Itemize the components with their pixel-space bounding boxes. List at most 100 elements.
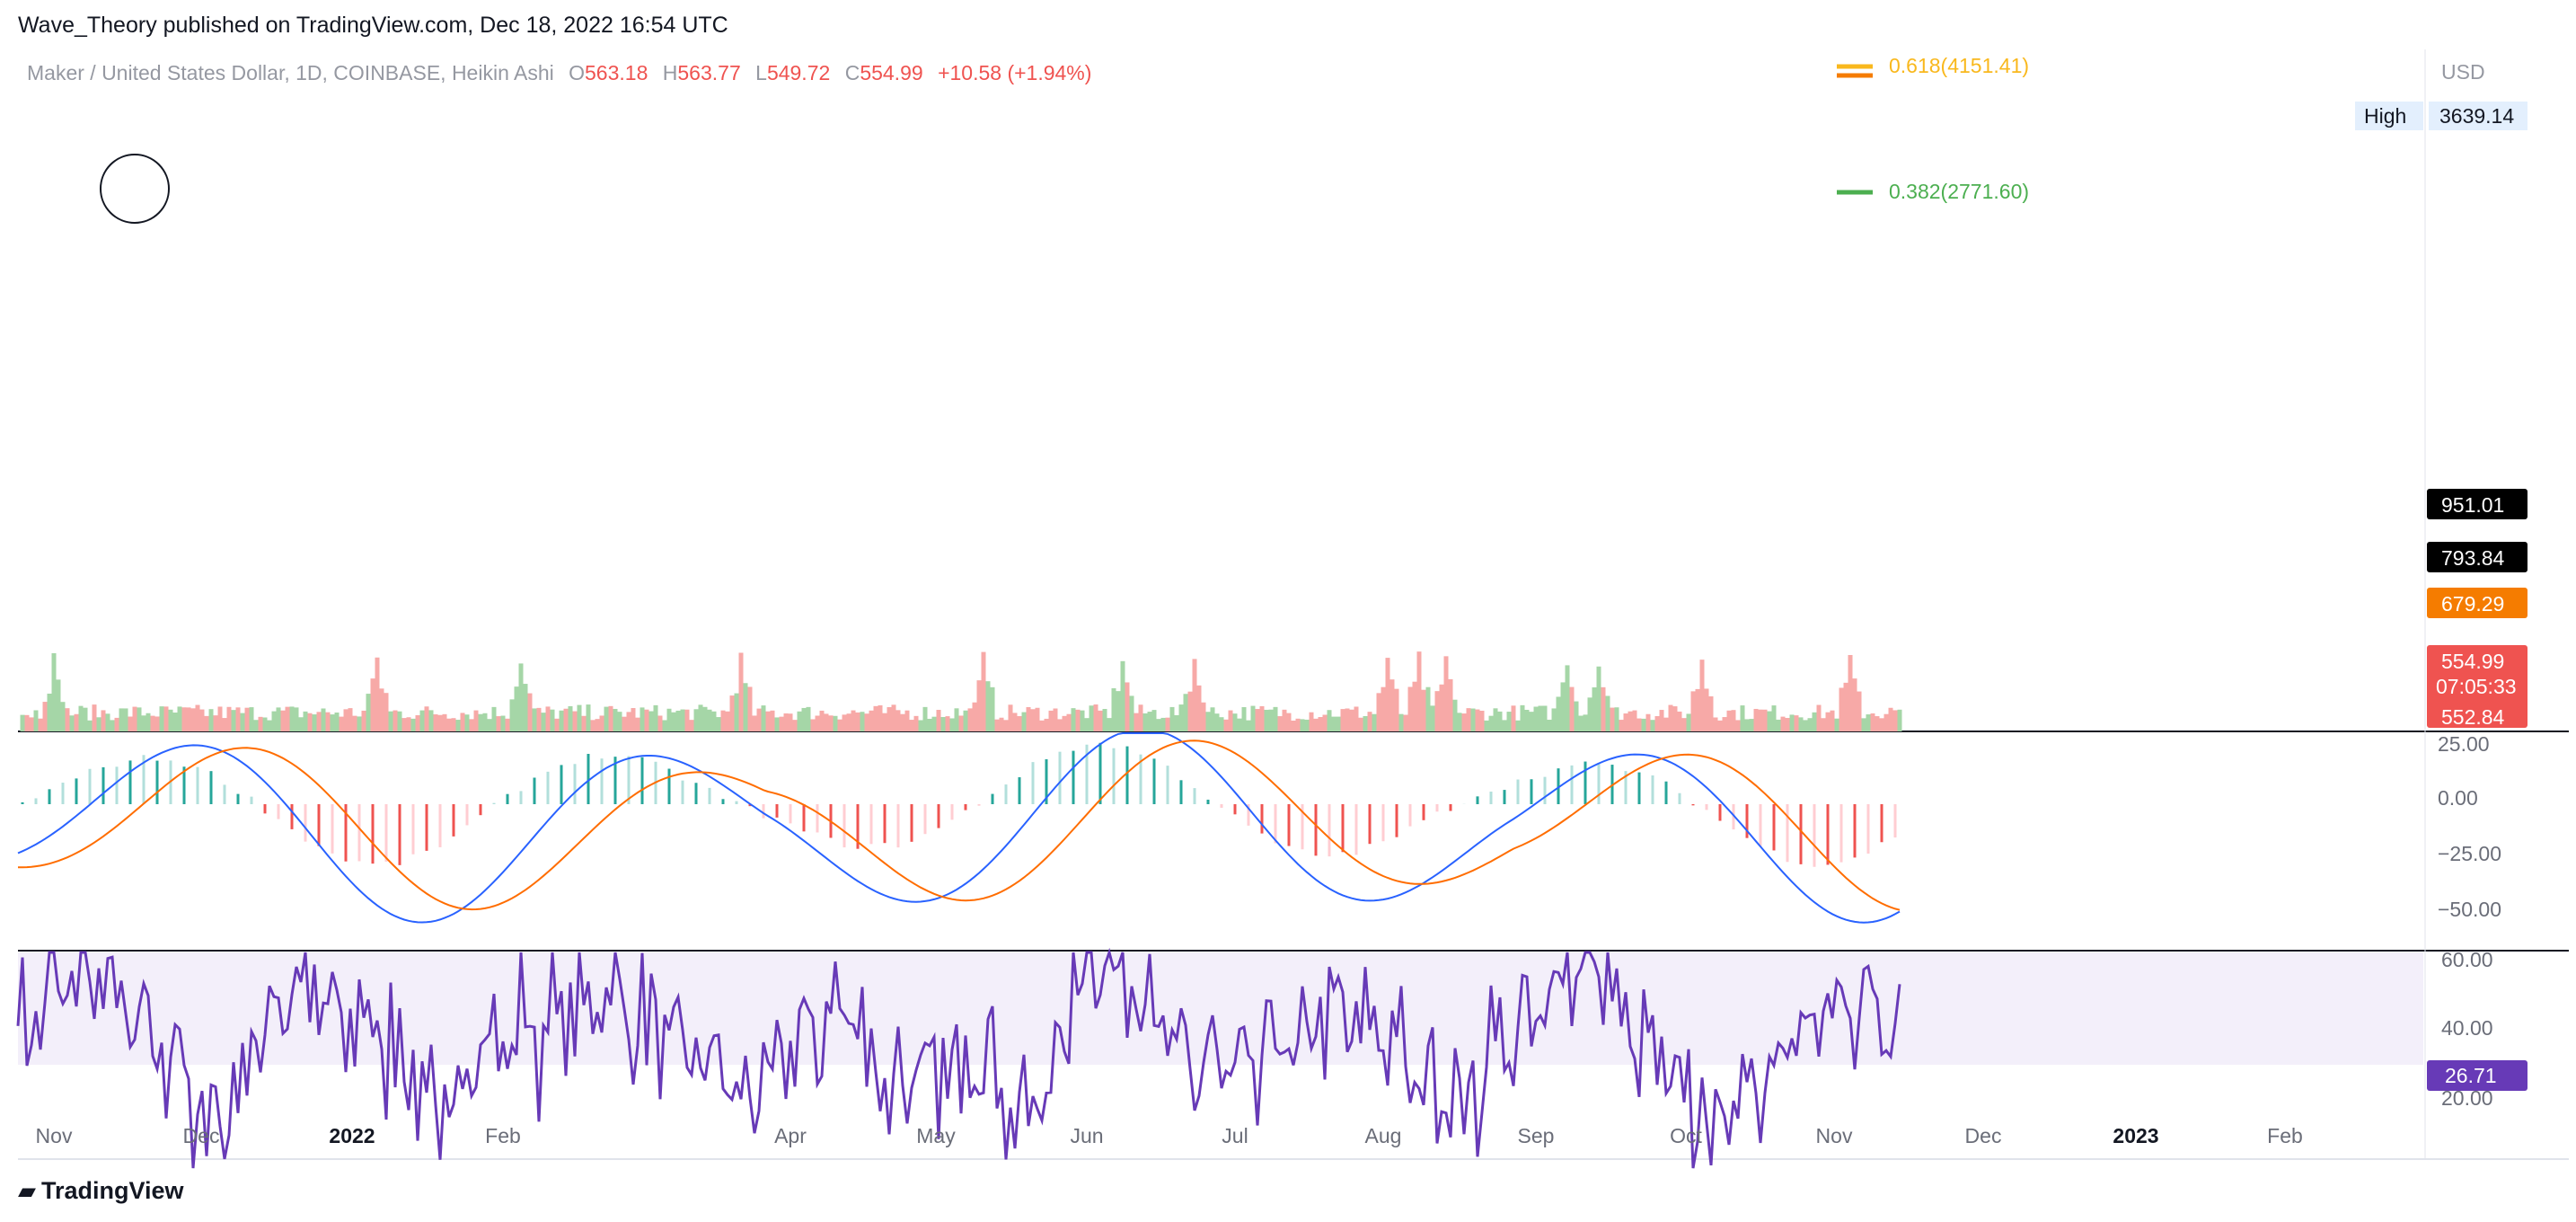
volume-bar [1807,718,1813,731]
volume-bar [1407,686,1413,731]
time-tick-label: Jun [1070,1124,1103,1147]
macd-histogram-bar [1166,766,1169,804]
macd-histogram-bar [1045,759,1048,804]
volume-bar [1080,710,1085,731]
volume-bar [806,706,811,731]
volume-bar [1780,716,1786,731]
volume-bar [1897,709,1902,731]
volume-bar [1776,719,1781,731]
volume-bar [1300,719,1305,731]
resistance-badge: 793.84 [2441,546,2505,570]
volume-bar [810,719,816,731]
volume-bar [725,711,730,731]
volume-bar [1569,686,1575,731]
volume-bar [1677,711,1682,731]
volume-bar [990,686,995,731]
volume-bar [635,717,640,731]
volume-bar [792,720,798,731]
volume-bar [1628,711,1633,731]
macd-tick-label: 0.00 [2438,786,2478,810]
volume-bar [1524,709,1530,731]
tradingview-brand[interactable]: ▰ TradingView [18,1177,184,1205]
volume-bar [83,707,88,731]
volume-bar [1017,716,1022,731]
volume-bar [1632,710,1637,731]
volume-bar [397,711,402,731]
volume-bar [1385,658,1390,731]
volume-bar [1439,684,1444,731]
volume-bar [927,718,932,731]
macd-histogram-bar [816,804,819,833]
macd-histogram-bar [1274,804,1277,844]
volume-bar [931,716,937,731]
volume-bar [1062,715,1067,731]
volume-bar [1488,715,1494,731]
volume-bar [1178,704,1184,731]
volume-bar [608,705,613,731]
volume-bar [141,715,146,731]
volume-bar [1861,718,1866,731]
volume-bar [671,712,676,731]
rsi-band [18,952,2423,1065]
macd-histogram-bar [748,804,752,807]
volume-bar [833,715,838,731]
volume-bar [464,714,470,731]
rsi-badge: 26.71 [2445,1064,2497,1087]
volume-bar [1138,704,1143,731]
macd-histogram-bar [357,804,361,862]
volume-bar [1857,691,1862,731]
macd-histogram-bar [1880,804,1883,843]
volume-bar [720,710,726,731]
volume-bar [662,720,667,731]
volume-bar [150,715,155,731]
volume-bar [577,704,582,731]
volume-bar [69,715,75,731]
volume-bar [437,714,443,731]
volume-bar [1322,714,1328,731]
volume-bar [1228,710,1233,731]
volume-bar [873,705,878,731]
volume-bar [900,713,905,731]
symbol-title[interactable]: Maker / United States Dollar, 1D, COINBA… [27,61,554,84]
rsi-badge-bg [2427,1060,2527,1091]
volume-bar [460,713,465,731]
macd-histogram-bar [735,801,738,804]
macd-histogram-bar [1381,804,1385,842]
macd-histogram-bar [991,793,994,804]
high-value: 563.77 [677,61,741,84]
volume-bar [1012,713,1018,731]
low-price-badge: 552.84 [2441,705,2505,729]
volume-bar [581,715,587,731]
volume-bar [568,705,573,731]
macd-histogram-bar [1557,768,1560,804]
volume-bar [204,715,209,731]
macd-histogram-bar [1220,804,1223,809]
macd-histogram-bar [1287,804,1291,846]
volume-bar [101,710,106,731]
volume-bar [312,714,317,731]
volume-bar [1093,704,1098,731]
volume-bar [922,706,928,731]
fib-label: 0.382(2771.60) [1889,180,2029,203]
macd-histogram-bar [546,771,550,804]
volume-bar [1883,713,1889,731]
trendline-badge-bg [2427,489,2527,519]
volume-bar [887,707,892,731]
macd-histogram-bar [61,783,65,804]
volume-bar [491,706,497,731]
volume-bar [1619,720,1624,731]
volume-bar [1583,714,1588,731]
high-value-bg [2429,102,2527,130]
volume-bar [1381,686,1386,731]
volume-bar [29,717,34,731]
volume-bar [455,720,461,731]
signal-line [18,739,1901,911]
volume-bar [168,709,173,731]
volume-bar [78,705,84,731]
macd-histogram-bar [964,804,967,810]
macd-histogram-bar [613,757,617,804]
time-tick-label: Feb [485,1124,521,1147]
volume-bar [1497,711,1503,731]
macd-histogram-bar [600,758,604,804]
